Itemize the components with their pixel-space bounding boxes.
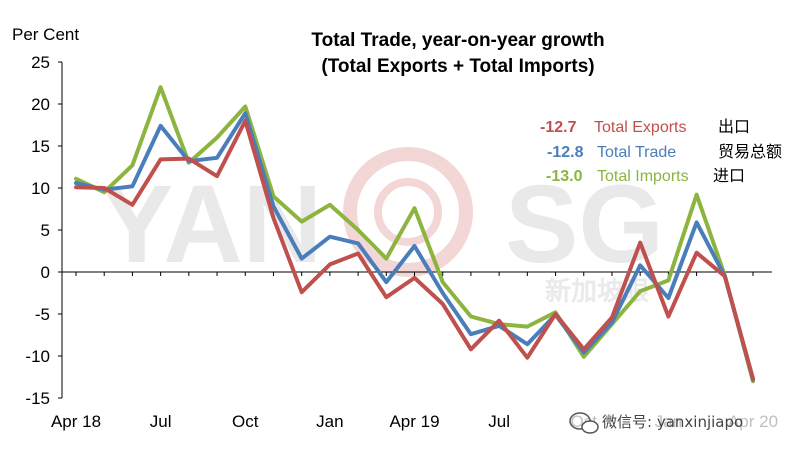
legend-value-imports: -13.0 (546, 168, 583, 185)
y-tick-label: 10 (31, 179, 50, 198)
y-tick-label: 5 (41, 221, 50, 240)
x-tick-label: Jul (488, 412, 510, 431)
chart-title-line1: Total Trade, year-on-year growth (311, 30, 604, 51)
legend-name-exports: Total Exports (594, 119, 686, 136)
x-tick-label: Apr 18 (51, 412, 101, 431)
series-line-total-exports (74, 118, 755, 381)
legend-cn-imports: 进口 (713, 166, 745, 185)
y-tick-label: -10 (25, 347, 50, 366)
x-tick-label: Apr 19 (389, 412, 439, 431)
legend-value-trade: -12.8 (547, 144, 584, 161)
x-tick-label: Jul (150, 412, 172, 431)
y-tick-label: -15 (25, 389, 50, 408)
y-tick-label: -5 (35, 305, 50, 324)
legend-cn-exports: 出口 (718, 117, 750, 136)
legend-name-trade: Total Trade (597, 144, 676, 161)
legend-name-imports: Total Imports (597, 168, 689, 185)
wechat-id-text: 微信号: yanxinjiapo (602, 413, 743, 431)
legend-item-imports: -13.0 Total Imports 进口 (546, 166, 745, 185)
y-axis-label: Per Cent (12, 25, 79, 44)
watermark-logo-icon (343, 147, 473, 277)
x-tick-label: Oct (232, 412, 259, 431)
y-tick-label: 20 (31, 95, 50, 114)
footer-backdrop (560, 404, 792, 442)
y-tick-label: 25 (31, 53, 50, 72)
y-tick-label: 15 (31, 137, 50, 156)
chart-title-line2: (Total Exports + Total Imports) (321, 56, 594, 77)
y-ticks: 25 20 15 10 5 0 -5 -10 -15 (25, 53, 62, 408)
legend-cn-trade: 贸易总额 (718, 142, 782, 161)
y-tick-label: 0 (41, 263, 50, 282)
wechat-icon (569, 412, 599, 434)
legend-value-exports: -12.7 (540, 119, 577, 136)
legend-item-exports: -12.7 Total Exports 出口 (540, 117, 750, 136)
legend: -12.7 Total Exports 出口 -12.8 Total Trade… (540, 117, 782, 185)
series-lines (74, 85, 755, 384)
wechat-footer: 微信号: yanxinjiapo (560, 404, 792, 442)
legend-item-trade: -12.8 Total Trade 贸易总额 (547, 142, 782, 161)
series-line-total-trade (74, 111, 755, 382)
watermark-text-right: SG (505, 163, 664, 286)
x-tick-label: Jan (316, 412, 343, 431)
